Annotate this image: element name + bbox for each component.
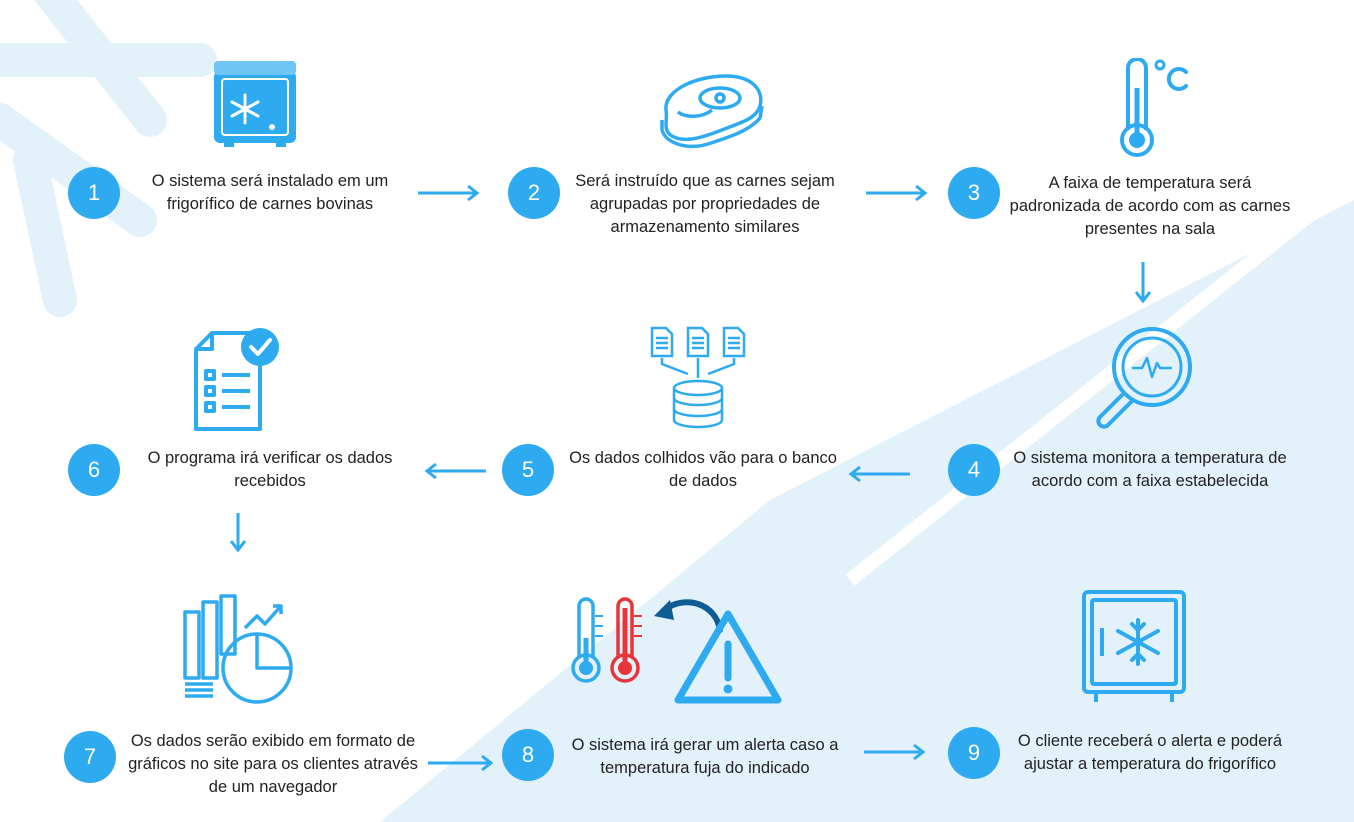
arrow-1-to-2: [418, 184, 480, 202]
step-number: 4: [948, 444, 1000, 496]
arrow-7-to-8: [428, 754, 494, 772]
step-number: 9: [948, 727, 1000, 779]
step-text: O sistema monitora a temperatura de acor…: [1013, 449, 1287, 490]
step-number: 3: [948, 167, 1000, 219]
arrow-4-to-5: [848, 465, 910, 483]
step-number: 1: [68, 167, 120, 219]
charts-icon: [183, 594, 293, 704]
magnifier-pulse-icon: [1096, 327, 1192, 429]
step-text: Os dados serão exibido em formato de grá…: [128, 732, 418, 796]
documents-database-icon: [650, 326, 746, 429]
step-text: Os dados colhidos vão para o banco de da…: [569, 449, 837, 490]
arrow-8-to-9: [864, 743, 926, 761]
thermometer-celsius-icon: [1120, 58, 1188, 157]
step-number: 8: [502, 729, 554, 781]
snowflake-decoration: [0, 0, 217, 317]
freezer-icon: [214, 61, 296, 147]
step-text: Será instruído que as carnes sejam agrup…: [575, 172, 835, 236]
steak-icon: [660, 74, 764, 149]
step-number: 2: [508, 167, 560, 219]
step-text: O sistema será instalado em um frigorífi…: [151, 172, 389, 213]
step-number: 5: [502, 444, 554, 496]
arrow-3-to-4: [1134, 262, 1152, 304]
step-text: A faixa de temperatura será padronizada …: [1009, 174, 1291, 238]
arrow-5-to-6: [424, 462, 486, 480]
arrow-2-to-3: [866, 184, 928, 202]
step-number: 6: [68, 444, 120, 496]
step-text: O programa irá verificar os dados recebi…: [147, 449, 393, 490]
fridge-icon: [1082, 590, 1186, 702]
step-number: 7: [64, 731, 116, 783]
checklist-icon: [194, 328, 279, 431]
step-text: O cliente receberá o alerta e poderá aju…: [1017, 732, 1283, 773]
step-text: O sistema irá gerar um alerta caso a tem…: [571, 736, 839, 777]
arrow-6-to-7: [229, 513, 247, 553]
thermometers-warning-icon: [571, 597, 782, 704]
